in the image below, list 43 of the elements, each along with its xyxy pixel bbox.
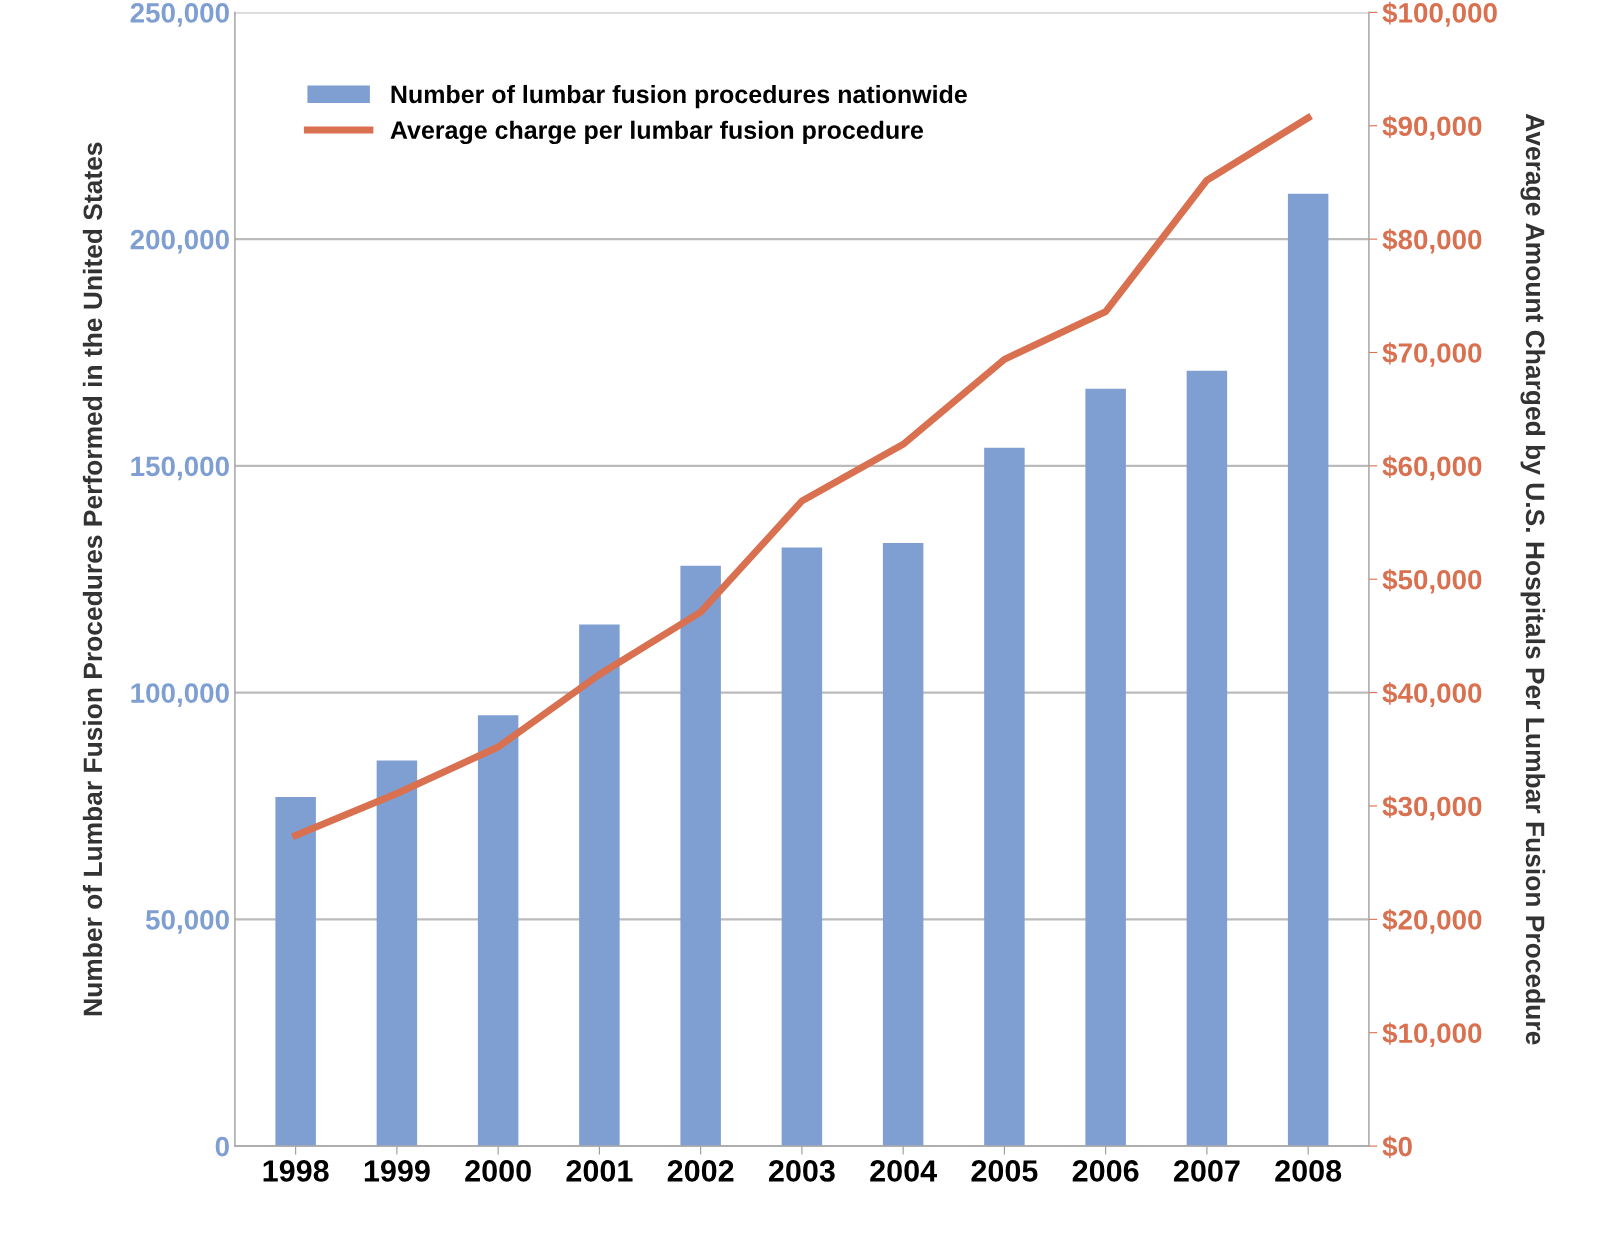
y-tick-label: 0 (215, 1136, 229, 1157)
y2-tick-label: $80,000 (1382, 228, 1482, 254)
x-tick-label: 2001 (566, 1160, 633, 1182)
bar (1287, 193, 1329, 1147)
x-tick-label: 1999 (364, 1160, 430, 1182)
y2-tick-label: $0 (1382, 1135, 1412, 1159)
y-tick-label: 200,000 (130, 229, 229, 254)
y2-tick-label: $30,000 (1382, 795, 1482, 821)
bar (376, 760, 418, 1147)
legend-label: Average charge per lumbar fusion procedure (390, 120, 923, 145)
x-tick-label: 2000 (465, 1160, 531, 1182)
legend-label: Number of lumbar fusion procedures nationwide (391, 84, 967, 109)
bar (1186, 370, 1228, 1147)
y2-tick-label: $60,000 (1382, 455, 1482, 481)
bar (781, 547, 823, 1147)
bar (984, 447, 1025, 1147)
bar (477, 715, 519, 1147)
x-tick-label: 2003 (768, 1160, 835, 1182)
y2-tick-label: $20,000 (1382, 908, 1482, 934)
y2-tick-label: $100,000 (1382, 1, 1497, 27)
bar (680, 565, 721, 1147)
bar (1085, 388, 1126, 1147)
y2-axis-title: Average Amount Charged by U.S. Hospitals Per Lumbar Fusion Procedure (1520, 113, 1546, 1045)
x-tick-label: 2006 (1072, 1160, 1139, 1182)
y-tick-label: 250,000 (130, 3, 229, 27)
y2-tick-label: $40,000 (1382, 682, 1482, 707)
bar (882, 542, 924, 1147)
x-tick-label: 2005 (971, 1160, 1038, 1182)
bar (275, 796, 316, 1147)
y2-tick-label: $90,000 (1382, 115, 1482, 141)
y-tick-label: 150,000 (131, 456, 229, 481)
y-axis-title: Number of Lumbar Fusion Procedures Performed in the United States (82, 142, 103, 1016)
x-tick-label: 2008 (1275, 1160, 1342, 1182)
y-tick-label: 100,000 (131, 683, 229, 707)
x-tick-label: 2007 (1173, 1160, 1240, 1182)
x-tick-label: 2004 (870, 1160, 937, 1182)
x-tick-label: 2002 (667, 1160, 734, 1182)
y-tick-label: 50,000 (145, 910, 229, 934)
bar (579, 624, 620, 1147)
y2-tick-label: $10,000 (1382, 1022, 1482, 1048)
y2-tick-label: $50,000 (1382, 568, 1482, 594)
y2-tick-label: $70,000 (1382, 341, 1482, 367)
x-tick-label: 1998 (263, 1160, 329, 1182)
